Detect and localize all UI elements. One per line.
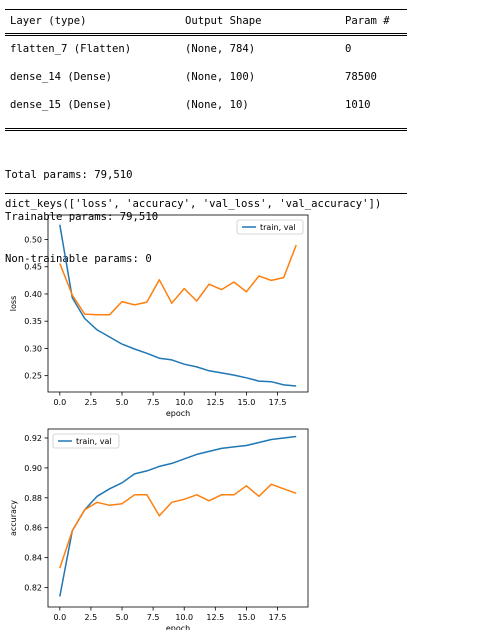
model-summary-table: Layer (type) Output Shape Param # flatte… <box>5 0 407 131</box>
layer-name: flatten_7 (Flatten) <box>10 43 131 55</box>
header-layer: Layer (type) <box>10 15 87 27</box>
x-tick-label: 12.5 <box>206 398 224 407</box>
y-axis-label: loss <box>9 296 18 311</box>
y-tick-label: 0.50 <box>24 236 42 245</box>
legend-label: train, val <box>260 223 296 232</box>
y-tick-label: 0.40 <box>24 290 42 299</box>
x-axis-label: epoch <box>166 409 190 418</box>
y-tick-label: 0.86 <box>24 524 42 533</box>
plot-frame <box>48 215 308 392</box>
param-count: 1010 <box>345 99 371 111</box>
y-tick-label: 0.25 <box>24 372 42 381</box>
x-tick-label: 15.0 <box>238 613 256 622</box>
summary-header-row: Layer (type) Output Shape Param # <box>5 10 407 33</box>
table-row: dense_14 (Dense) (None, 100) 78500 <box>5 64 407 92</box>
x-tick-label: 10.0 <box>175 613 193 622</box>
x-axis-label: epoch <box>166 624 190 630</box>
y-tick-label: 0.90 <box>24 464 42 473</box>
x-tick-label: 5.0 <box>116 613 129 622</box>
summary-totals-rule <box>5 128 407 131</box>
table-row: dense_15 (Dense) (None, 10) 1010 <box>5 92 407 120</box>
output-shape: (None, 10) <box>185 99 249 111</box>
y-tick-label: 0.82 <box>24 584 42 593</box>
output-shape: (None, 784) <box>185 43 255 55</box>
val-series-line <box>60 245 296 315</box>
x-tick-label: 0.0 <box>53 398 66 407</box>
y-tick-label: 0.88 <box>24 494 42 503</box>
y-tick-label: 0.45 <box>24 263 42 272</box>
y-tick-label: 0.30 <box>24 344 42 353</box>
layer-name: dense_15 (Dense) <box>10 99 112 111</box>
table-row: flatten_7 (Flatten) (None, 784) 0 <box>5 36 407 64</box>
loss-chart: 0.0 2.5 5.0 7.5 10.0 12.5 15.0 17.5 0.25 0.30 0.35… <box>0 210 330 424</box>
param-count: 78500 <box>345 71 377 83</box>
y-tick-label: 0.84 <box>24 554 42 563</box>
x-tick-label: 5.0 <box>116 398 129 407</box>
y-axis-label: accuracy <box>9 500 18 536</box>
x-tick-label: 2.5 <box>85 398 98 407</box>
y-tick-label: 0.35 <box>24 317 42 326</box>
x-tick-label: 7.5 <box>147 398 160 407</box>
x-tick-label: 17.5 <box>269 398 287 407</box>
train-series-line <box>60 437 296 597</box>
header-output-shape: Output Shape <box>185 15 262 27</box>
total-params: Total params: 79,510 <box>5 168 158 182</box>
x-tick-label: 10.0 <box>175 398 193 407</box>
summary-bottom-rule <box>5 193 407 194</box>
x-tick-label: 17.5 <box>269 613 287 622</box>
x-tick-label: 2.5 <box>85 613 98 622</box>
plot-frame <box>48 429 308 607</box>
param-count: 0 <box>345 43 351 55</box>
x-tick-label: 7.5 <box>147 613 160 622</box>
history-keys-output: dict_keys(['loss', 'accuracy', 'val_loss… <box>5 198 381 210</box>
accuracy-chart: 0.0 2.5 5.0 7.5 10.0 12.5 15.0 17.5 0.82 0.84 0.86… <box>0 424 330 630</box>
output-shape: (None, 100) <box>185 71 255 83</box>
header-param-count: Param # <box>345 15 390 27</box>
x-tick-label: 15.0 <box>238 398 256 407</box>
val-series-line <box>60 484 296 568</box>
x-tick-label: 0.0 <box>53 613 66 622</box>
layer-name: dense_14 (Dense) <box>10 71 112 83</box>
y-tick-label: 0.92 <box>24 434 42 443</box>
legend-label: train, val <box>76 437 112 446</box>
x-tick-label: 12.5 <box>206 613 224 622</box>
train-series-line <box>60 225 296 386</box>
